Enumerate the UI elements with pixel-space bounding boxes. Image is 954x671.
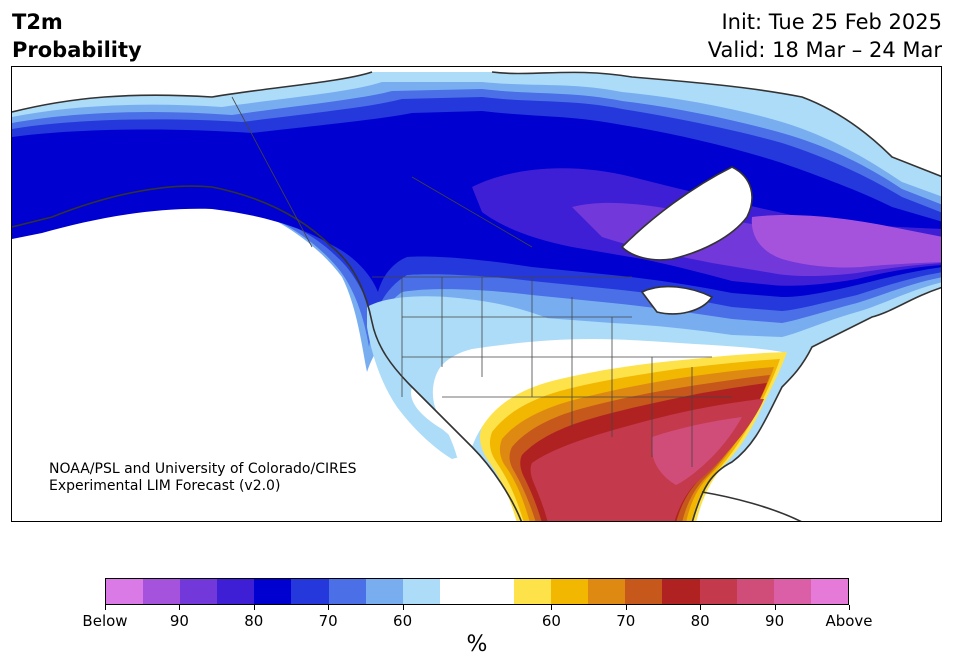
colorbar-cell: [699, 579, 737, 604]
colorbar-cell: [439, 579, 477, 604]
valid-date-label: Valid: 18 Mar – 24 Mar: [707, 38, 942, 62]
colorbar-cell: [476, 579, 515, 604]
credit-line-2: Experimental LIM Forecast (v2.0): [49, 478, 281, 494]
colorbar-cell: [180, 579, 218, 604]
colorbar-cell: [551, 579, 589, 604]
coastlines: [12, 71, 941, 521]
state-borders: [231, 96, 732, 467]
colorbar-tick-mark: [402, 605, 404, 610]
colorbar-cell: [254, 579, 292, 604]
colorbar-tick-label: Above: [825, 612, 873, 630]
colorbar-tick-label: 80: [244, 612, 264, 630]
colorbar-cell: [217, 579, 255, 604]
forecast-dates: Init: Tue 25 Feb 2025 Valid: 18 Mar – 24…: [708, 8, 942, 64]
colorbar-cell: [143, 579, 181, 604]
colorbar-cell: [773, 579, 811, 604]
colorbar-cell: [106, 579, 144, 604]
chart-title: T2m Probability: [12, 8, 142, 64]
colorbar-cell: [662, 579, 700, 604]
colorbar-tick-mark: [105, 605, 106, 610]
colorbar-tick-label: 70: [318, 612, 338, 630]
colorbar-tick-mark: [179, 605, 181, 610]
colorbar: [105, 578, 849, 605]
credit-line-1: NOAA/PSL and University of Colorado/CIRE…: [49, 461, 357, 477]
colorbar-cell: [402, 579, 440, 604]
colorbar-tick-mark: [328, 605, 330, 610]
colorbar-cell: [625, 579, 663, 604]
colorbar-cell: [810, 579, 848, 604]
colorbar-tick-mark: [253, 605, 255, 610]
probability-map: [11, 66, 942, 522]
below-60-region-south: [367, 296, 572, 459]
colorbar-cell: [328, 579, 366, 604]
colorbar-tick-label: 90: [765, 612, 785, 630]
below-95-region: [751, 215, 941, 268]
colorbar-tick-label: 70: [616, 612, 636, 630]
colorbar-cell: [514, 579, 552, 604]
neutral-region: [432, 339, 782, 462]
colorbar-tick-label: Below: [82, 612, 128, 630]
credit-text: NOAA/PSL and University of Colorado/CIRE…: [49, 461, 357, 495]
colorbar-tick-label: 90: [169, 612, 189, 630]
colorbar-tick-mark: [774, 605, 776, 610]
colorbar-units: %: [466, 632, 488, 657]
above-90-region: [652, 417, 742, 485]
colorbar-tick-label: 60: [393, 612, 413, 630]
title-line-variable: T2m: [12, 10, 63, 34]
colorbar-cell: [736, 579, 774, 604]
init-date-label: Init: Tue 25 Feb 2025: [721, 10, 942, 34]
colorbar-tick-mark: [551, 605, 553, 610]
map-canvas: [12, 67, 941, 521]
colorbar-cell: [365, 579, 403, 604]
colorbar-tick-label: 80: [690, 612, 710, 630]
colorbar-tick-mark: [625, 605, 627, 610]
colorbar-tick-mark: [700, 605, 702, 610]
colorbar-cell: [588, 579, 626, 604]
colorbar-tick-mark: [849, 605, 850, 610]
colorbar-tick-label: 60: [541, 612, 561, 630]
colorbar-cell: [291, 579, 329, 604]
title-line-probability: Probability: [12, 38, 142, 62]
